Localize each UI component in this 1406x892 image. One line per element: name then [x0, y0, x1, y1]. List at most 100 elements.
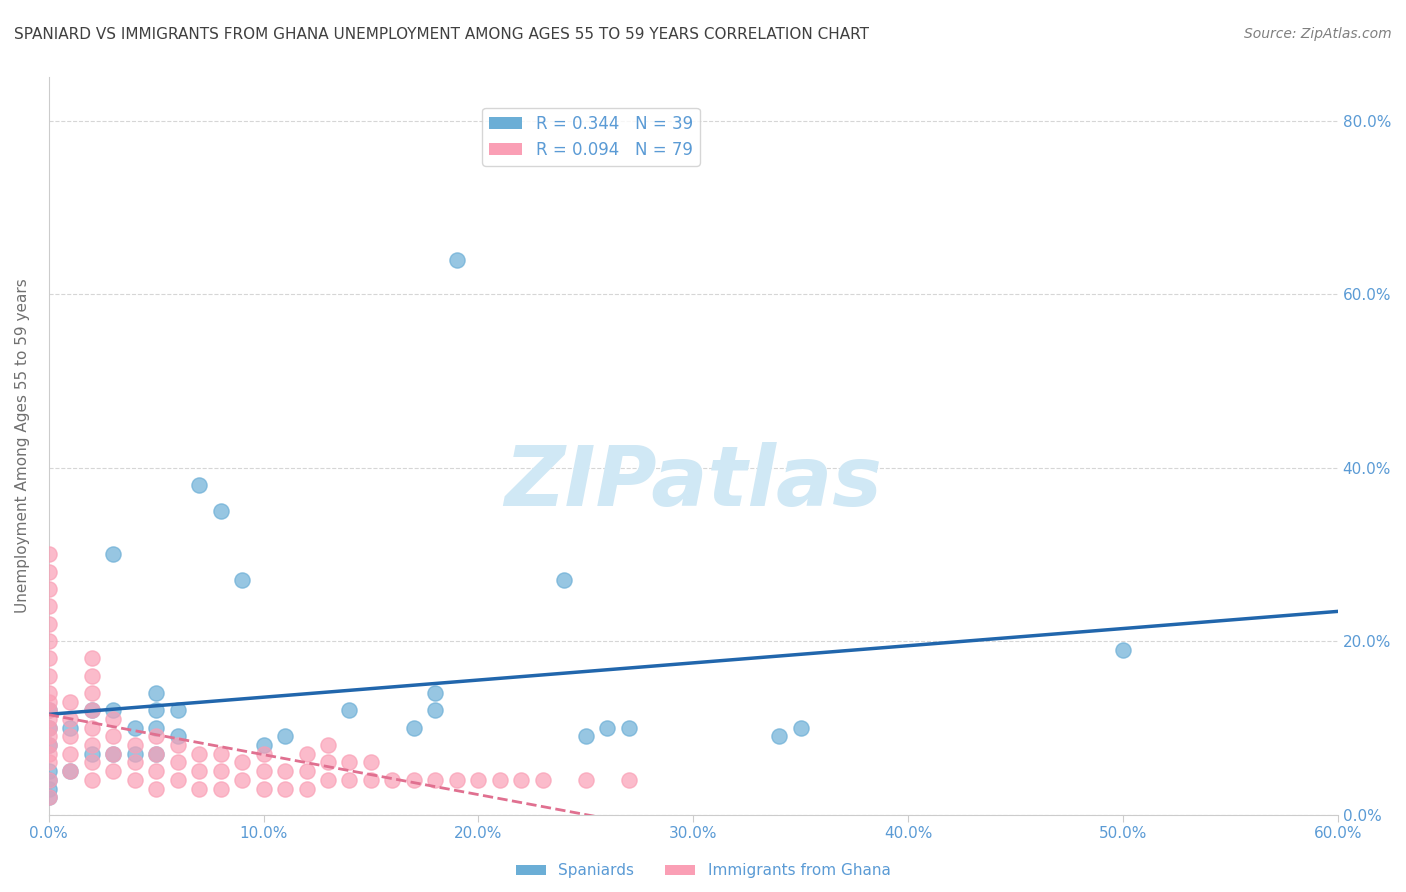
Spaniards: [339, 703, 361, 717]
Immigrants from Ghana: [489, 772, 512, 787]
Immigrants from Ghana: [80, 686, 103, 700]
Immigrants from Ghana: [274, 781, 297, 796]
Immigrants from Ghana: [38, 634, 60, 648]
Spaniards: [103, 747, 125, 761]
Immigrants from Ghana: [124, 772, 146, 787]
Spaniards: [38, 738, 60, 752]
Immigrants from Ghana: [59, 695, 82, 709]
Immigrants from Ghana: [531, 772, 554, 787]
Spaniards: [38, 781, 60, 796]
Immigrants from Ghana: [38, 669, 60, 683]
Immigrants from Ghana: [59, 730, 82, 744]
Spaniards: [59, 721, 82, 735]
Immigrants from Ghana: [145, 747, 167, 761]
Immigrants from Ghana: [295, 747, 318, 761]
Immigrants from Ghana: [80, 772, 103, 787]
Immigrants from Ghana: [166, 756, 188, 770]
Immigrants from Ghana: [38, 790, 60, 805]
Immigrants from Ghana: [80, 669, 103, 683]
Spaniards: [80, 747, 103, 761]
Immigrants from Ghana: [166, 772, 188, 787]
Immigrants from Ghana: [252, 781, 274, 796]
Immigrants from Ghana: [38, 772, 60, 787]
Immigrants from Ghana: [80, 738, 103, 752]
Spaniards: [553, 574, 575, 588]
Immigrants from Ghana: [38, 686, 60, 700]
Immigrants from Ghana: [59, 747, 82, 761]
Immigrants from Ghana: [80, 721, 103, 735]
Immigrants from Ghana: [38, 651, 60, 665]
Spaniards: [80, 703, 103, 717]
Spaniards: [789, 721, 811, 735]
Spaniards: [103, 703, 125, 717]
Immigrants from Ghana: [103, 730, 125, 744]
Spaniards: [209, 504, 232, 518]
Immigrants from Ghana: [145, 764, 167, 779]
Spaniards: [38, 764, 60, 779]
Immigrants from Ghana: [166, 738, 188, 752]
Spaniards: [575, 730, 598, 744]
Immigrants from Ghana: [103, 764, 125, 779]
Spaniards: [145, 686, 167, 700]
Immigrants from Ghana: [188, 781, 211, 796]
Immigrants from Ghana: [231, 772, 253, 787]
Immigrants from Ghana: [274, 764, 297, 779]
Immigrants from Ghana: [575, 772, 598, 787]
Immigrants from Ghana: [145, 730, 167, 744]
Immigrants from Ghana: [425, 772, 447, 787]
Text: SPANIARD VS IMMIGRANTS FROM GHANA UNEMPLOYMENT AMONG AGES 55 TO 59 YEARS CORRELA: SPANIARD VS IMMIGRANTS FROM GHANA UNEMPL…: [14, 27, 869, 42]
Immigrants from Ghana: [467, 772, 489, 787]
Immigrants from Ghana: [446, 772, 468, 787]
Spaniards: [124, 721, 146, 735]
Immigrants from Ghana: [402, 772, 425, 787]
Immigrants from Ghana: [59, 712, 82, 726]
Immigrants from Ghana: [103, 747, 125, 761]
Immigrants from Ghana: [103, 712, 125, 726]
Spaniards: [166, 703, 188, 717]
Immigrants from Ghana: [252, 747, 274, 761]
Spaniards: [166, 730, 188, 744]
Immigrants from Ghana: [38, 738, 60, 752]
Immigrants from Ghana: [188, 764, 211, 779]
Immigrants from Ghana: [124, 738, 146, 752]
Immigrants from Ghana: [38, 582, 60, 596]
Immigrants from Ghana: [59, 764, 82, 779]
Immigrants from Ghana: [381, 772, 404, 787]
Immigrants from Ghana: [295, 764, 318, 779]
Immigrants from Ghana: [38, 695, 60, 709]
Immigrants from Ghana: [339, 756, 361, 770]
Immigrants from Ghana: [617, 772, 640, 787]
Spaniards: [103, 547, 125, 561]
Immigrants from Ghana: [360, 756, 382, 770]
Spaniards: [145, 721, 167, 735]
Immigrants from Ghana: [38, 599, 60, 614]
Text: ZIPatlas: ZIPatlas: [505, 442, 882, 524]
Immigrants from Ghana: [38, 721, 60, 735]
Spaniards: [617, 721, 640, 735]
Spaniards: [231, 574, 253, 588]
Immigrants from Ghana: [38, 756, 60, 770]
Spaniards: [59, 764, 82, 779]
Immigrants from Ghana: [38, 547, 60, 561]
Immigrants from Ghana: [188, 747, 211, 761]
Spaniards: [425, 686, 447, 700]
Spaniards: [446, 252, 468, 267]
Immigrants from Ghana: [38, 616, 60, 631]
Y-axis label: Unemployment Among Ages 55 to 59 years: Unemployment Among Ages 55 to 59 years: [15, 278, 30, 614]
Spaniards: [38, 772, 60, 787]
Spaniards: [124, 747, 146, 761]
Immigrants from Ghana: [38, 565, 60, 579]
Spaniards: [38, 703, 60, 717]
Spaniards: [768, 730, 790, 744]
Immigrants from Ghana: [80, 651, 103, 665]
Spaniards: [188, 478, 211, 492]
Text: Source: ZipAtlas.com: Source: ZipAtlas.com: [1244, 27, 1392, 41]
Spaniards: [274, 730, 297, 744]
Immigrants from Ghana: [209, 764, 232, 779]
Immigrants from Ghana: [231, 756, 253, 770]
Spaniards: [425, 703, 447, 717]
Immigrants from Ghana: [38, 703, 60, 717]
Immigrants from Ghana: [80, 703, 103, 717]
Immigrants from Ghana: [360, 772, 382, 787]
Immigrants from Ghana: [209, 747, 232, 761]
